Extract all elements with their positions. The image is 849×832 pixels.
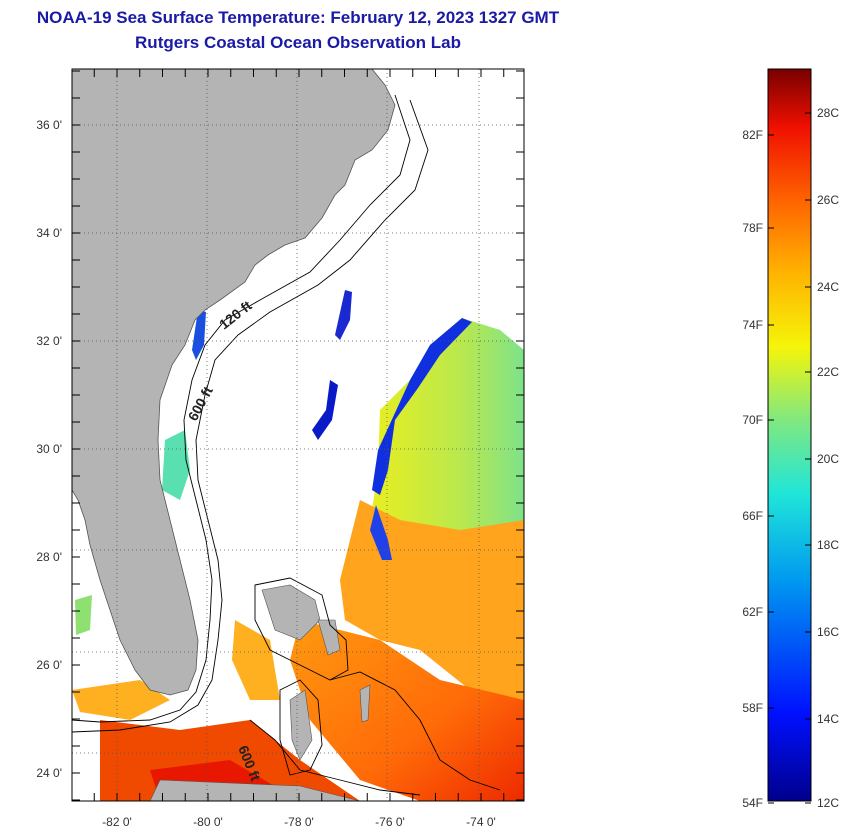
contour-exuma (329, 671, 501, 791)
colorbar-c-label: 14C (817, 712, 839, 726)
lat-label: 36 0' (36, 118, 62, 132)
colorbar-labels: 82F 78F 74F 70F 66F 62F 58F 54F 28C 26C 24C 22C 20C 1… (742, 106, 839, 810)
colorbar-f-label: 66F (742, 509, 763, 523)
land-andros (289, 689, 313, 761)
lat-label: 28 0' (36, 550, 62, 564)
sst-patch-cold-edge (372, 318, 472, 495)
sst-patch-bahamas (290, 620, 524, 801)
sst-patch-cold-edge-south (370, 505, 392, 560)
sst-patch-coastal-cold (192, 310, 206, 360)
contour-bahama-bank (254, 577, 349, 681)
lon-label: -76 0' (375, 815, 405, 829)
colorbar-f-label: 82F (742, 128, 763, 142)
colorbar-c-label: 22C (817, 365, 839, 379)
lat-label: 24 0' (36, 766, 62, 780)
colorbar-c-label: 26C (817, 193, 839, 207)
map-title: NOAA-19 Sea Surface Temperature: Februar… (36, 8, 560, 27)
sst-patch-filament (312, 380, 338, 440)
colorbar-f-label: 62F (742, 605, 763, 619)
lon-label: -80 0' (193, 815, 223, 829)
colorbar (767, 68, 812, 802)
sst-patch-filament-north (335, 290, 352, 340)
colorbar-f-label: 70F (742, 413, 763, 427)
lon-label: -78 0' (284, 815, 314, 829)
contour-great-bahama-bank (279, 679, 323, 776)
map-frame (71, 68, 525, 802)
colorbar-c-label: 16C (817, 625, 839, 639)
bathymetry-contours (72, 94, 501, 796)
contour-600ft (72, 99, 429, 733)
land-eleuthera (359, 684, 371, 723)
axis-ticks: 36 0' 34 0' 32 0' 30 0' 28 0' 26 0' 24 0' -82 0… (36, 69, 524, 829)
map-grid (72, 69, 524, 801)
land-layer (72, 69, 396, 801)
colorbar-f-label: 54F (742, 796, 763, 810)
lon-label: -74 0' (466, 815, 496, 829)
contour-600ft-south (249, 719, 421, 796)
colorbar-c-label: 18C (817, 538, 839, 552)
land-mainland (72, 69, 396, 696)
lat-label: 32 0' (36, 334, 62, 348)
lon-label: -82 0' (102, 815, 132, 829)
colorbar-c-label: 24C (817, 280, 839, 294)
sst-patch-keys (72, 680, 170, 720)
colorbar-c-label: 28C (817, 106, 839, 120)
colorbar-c-label: 20C (817, 452, 839, 466)
contour-120ft (72, 94, 411, 723)
colorbar-c-label: 12C (817, 796, 839, 810)
colorbar-f-label: 58F (742, 701, 763, 715)
lat-label: 26 0' (36, 658, 62, 672)
lat-label: 30 0' (36, 442, 62, 456)
colorbar-f-label: 78F (742, 221, 763, 235)
sst-patch-coastal (162, 430, 190, 500)
map-subtitle: Rutgers Coastal Ocean Observation Lab (135, 33, 461, 52)
sst-patch-gulf (75, 595, 92, 635)
land-cuba (149, 779, 361, 801)
lat-label: 34 0' (36, 226, 62, 240)
sst-patch-bahama-bank (232, 620, 280, 700)
colorbar-f-label: 74F (742, 318, 763, 332)
sst-patch-gulfstream (372, 318, 524, 540)
